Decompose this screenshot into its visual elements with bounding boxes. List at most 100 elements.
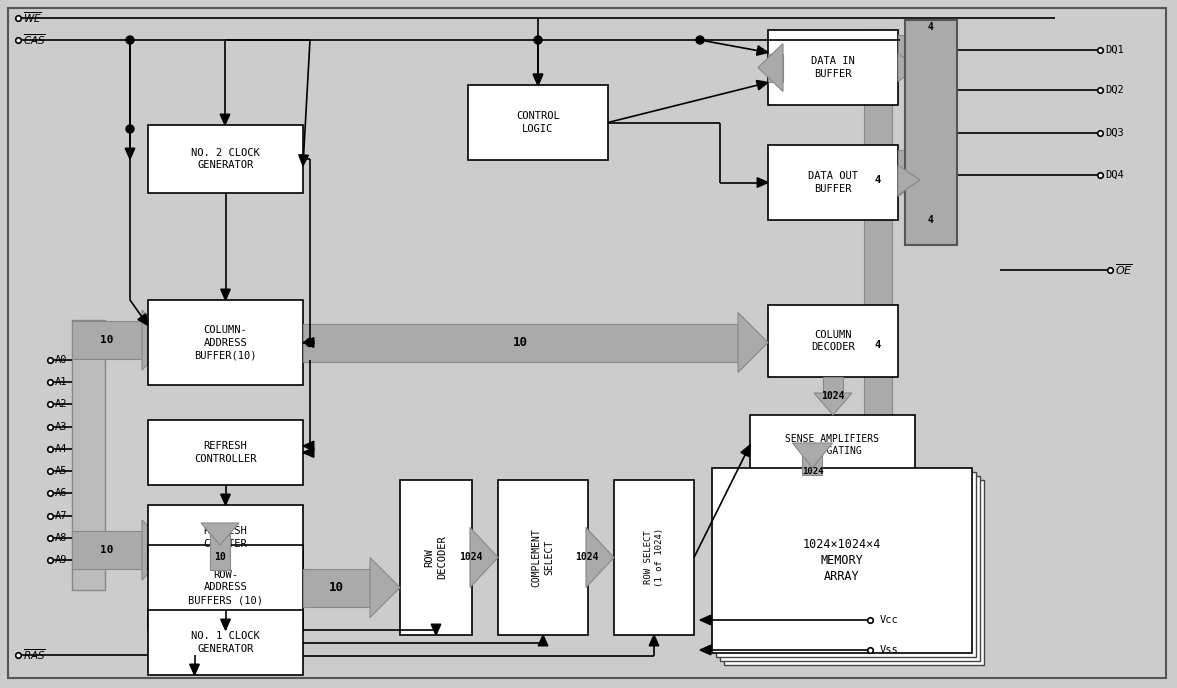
Text: $\overline{RAS}$: $\overline{RAS}$ — [24, 647, 46, 663]
Text: 4: 4 — [927, 215, 933, 225]
Bar — [864, 30, 892, 445]
Bar — [803, 443, 823, 475]
Bar — [712, 468, 972, 653]
Polygon shape — [700, 645, 711, 655]
Polygon shape — [757, 46, 769, 55]
Polygon shape — [221, 619, 231, 630]
Text: A8: A8 — [55, 533, 67, 543]
Polygon shape — [142, 520, 172, 580]
Bar — [72, 321, 142, 359]
Text: 1024: 1024 — [459, 552, 483, 563]
Polygon shape — [758, 43, 783, 92]
Circle shape — [696, 36, 704, 44]
Text: $\overline{OE}$: $\overline{OE}$ — [1115, 263, 1132, 277]
Bar — [400, 480, 472, 635]
Text: 10: 10 — [513, 336, 528, 349]
Text: 10: 10 — [330, 581, 344, 594]
Text: 10: 10 — [100, 335, 114, 345]
Polygon shape — [650, 635, 659, 646]
Text: A7: A7 — [55, 510, 67, 521]
Text: A9: A9 — [55, 555, 67, 565]
Text: CONTROL
LOGIC: CONTROL LOGIC — [517, 111, 560, 134]
Bar — [148, 300, 302, 385]
Polygon shape — [221, 289, 231, 300]
Polygon shape — [586, 528, 614, 588]
Bar — [769, 145, 898, 220]
Text: 4: 4 — [875, 175, 882, 185]
Bar — [498, 480, 588, 635]
Polygon shape — [142, 310, 172, 370]
Polygon shape — [221, 494, 231, 505]
Bar — [148, 505, 302, 570]
Text: DATA OUT
BUFFER: DATA OUT BUFFER — [807, 171, 858, 194]
Circle shape — [126, 125, 134, 133]
Text: 4: 4 — [875, 340, 882, 350]
Bar — [148, 545, 302, 630]
Text: $\overline{CAS}$: $\overline{CAS}$ — [24, 32, 46, 47]
Polygon shape — [470, 528, 498, 588]
Text: REFRESH
COUNTER: REFRESH COUNTER — [204, 526, 247, 549]
Polygon shape — [138, 314, 148, 325]
Text: 1024: 1024 — [576, 552, 599, 563]
Bar — [724, 480, 984, 665]
Bar — [905, 20, 957, 245]
Text: A4: A4 — [55, 444, 67, 454]
Text: A2: A2 — [55, 400, 67, 409]
Bar — [586, 539, 588, 577]
Bar — [302, 323, 738, 361]
Text: Vcc: Vcc — [880, 615, 899, 625]
Polygon shape — [738, 312, 769, 372]
Text: 1024×1024×4
MEMORY
ARRAY: 1024×1024×4 MEMORY ARRAY — [803, 537, 882, 583]
Polygon shape — [431, 624, 441, 635]
Bar — [716, 472, 976, 657]
Circle shape — [534, 36, 541, 44]
Text: DQ1: DQ1 — [1105, 45, 1124, 55]
Circle shape — [306, 338, 314, 347]
Text: REFRESH
CONTROLLER: REFRESH CONTROLLER — [194, 441, 257, 464]
Bar — [302, 568, 370, 607]
Text: ROW SELECT
(1 of 1024): ROW SELECT (1 of 1024) — [644, 528, 664, 587]
Bar — [898, 35, 905, 63]
Polygon shape — [898, 165, 920, 195]
Text: A6: A6 — [55, 488, 67, 498]
Bar — [769, 30, 898, 105]
Text: A3: A3 — [55, 422, 67, 431]
Text: A0: A0 — [55, 355, 67, 365]
Text: DQ3: DQ3 — [1105, 128, 1124, 138]
Bar — [72, 531, 142, 569]
Polygon shape — [792, 443, 832, 468]
Bar — [823, 377, 843, 393]
Text: $\overline{WE}$: $\overline{WE}$ — [24, 10, 42, 25]
Polygon shape — [201, 523, 239, 545]
Text: COMPLEMENT
SELECT: COMPLEMENT SELECT — [532, 528, 554, 587]
Polygon shape — [740, 445, 750, 457]
Polygon shape — [302, 338, 314, 347]
Polygon shape — [125, 148, 135, 159]
Polygon shape — [898, 169, 918, 197]
Bar — [614, 480, 694, 635]
Bar — [769, 305, 898, 377]
Text: ROW
DECODER: ROW DECODER — [425, 536, 447, 579]
Bar — [468, 85, 609, 160]
Polygon shape — [189, 664, 199, 675]
Text: A1: A1 — [55, 377, 67, 387]
Bar — [898, 150, 905, 178]
Circle shape — [126, 36, 134, 44]
Text: NO. 2 CLOCK
GENERATOR: NO. 2 CLOCK GENERATOR — [191, 148, 260, 171]
Text: 10: 10 — [214, 552, 226, 563]
Polygon shape — [538, 635, 547, 646]
Bar — [210, 523, 230, 570]
Bar — [148, 125, 302, 193]
Text: NO. 1 CLOCK
GENERATOR: NO. 1 CLOCK GENERATOR — [191, 631, 260, 654]
Polygon shape — [533, 74, 543, 85]
Text: ROW-
ADDRESS
BUFFERS (10): ROW- ADDRESS BUFFERS (10) — [188, 570, 262, 605]
Text: 10: 10 — [100, 545, 114, 555]
Polygon shape — [814, 393, 852, 415]
Text: 4: 4 — [927, 22, 933, 32]
Text: DATA IN
BUFFER: DATA IN BUFFER — [811, 56, 855, 79]
Polygon shape — [302, 441, 314, 451]
Polygon shape — [533, 74, 543, 85]
Text: 1024: 1024 — [822, 391, 845, 401]
Polygon shape — [700, 615, 711, 625]
Text: COLUMN
DECODER: COLUMN DECODER — [811, 330, 855, 352]
